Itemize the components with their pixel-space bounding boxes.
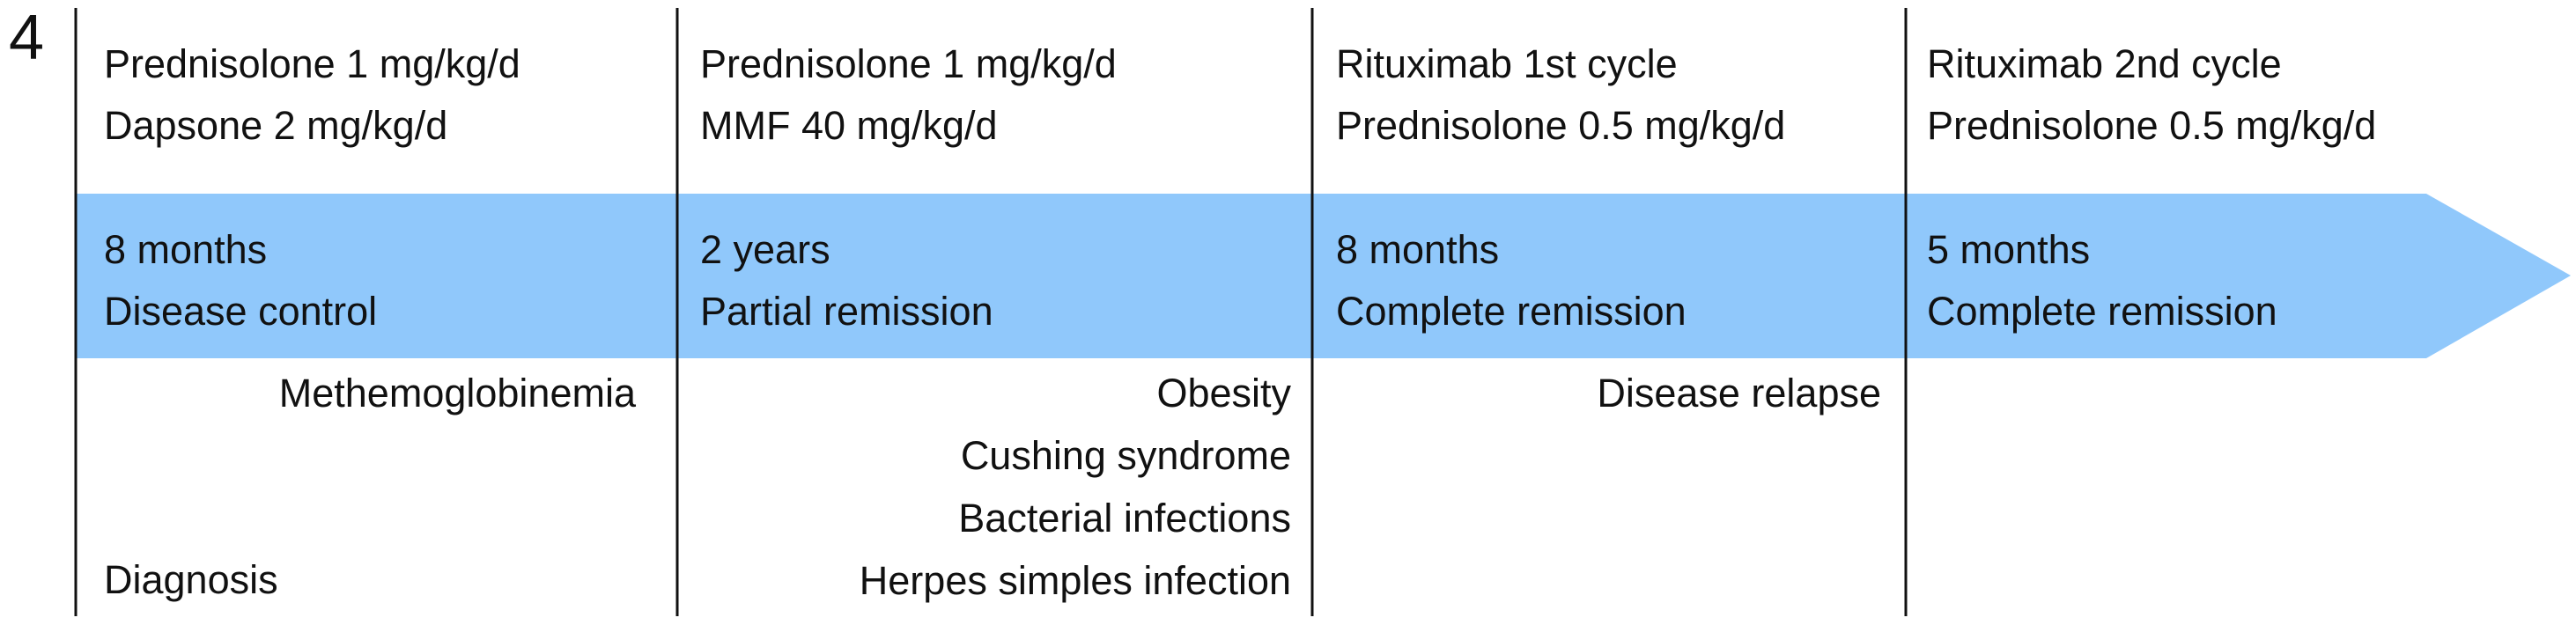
treatment: MMF 40 mg/kg/d bbox=[700, 103, 998, 148]
treatment: Rituximab 1st cycle bbox=[1336, 41, 1678, 86]
timeline-arrow bbox=[76, 194, 2571, 358]
treatment: Prednisolone 1 mg/kg/d bbox=[104, 41, 520, 86]
phase-dividers bbox=[74, 8, 1908, 616]
duration: 8 months bbox=[104, 227, 267, 272]
treatment: Prednisolone 1 mg/kg/d bbox=[700, 41, 1117, 86]
outcome: Complete remission bbox=[1336, 289, 1687, 334]
panel-label: 4 bbox=[9, 3, 44, 73]
event: Herpes simples infection bbox=[860, 558, 1291, 603]
treatment: Rituximab 2nd cycle bbox=[1927, 41, 2282, 86]
event: Methemoglobinemia bbox=[279, 371, 637, 415]
treatment: Prednisolone 0.5 mg/kg/d bbox=[1927, 103, 2376, 148]
event: Disease relapse bbox=[1597, 371, 1881, 415]
event: Cushing syndrome bbox=[961, 433, 1291, 478]
duration: 8 months bbox=[1336, 227, 1499, 272]
duration: 5 months bbox=[1927, 227, 2090, 272]
event: Obesity bbox=[1156, 371, 1291, 415]
outcome: Partial remission bbox=[700, 289, 993, 334]
outcome: Complete remission bbox=[1927, 289, 2277, 334]
outcome: Disease control bbox=[104, 289, 377, 334]
treatment: Prednisolone 0.5 mg/kg/d bbox=[1336, 103, 1785, 148]
event: Bacterial infections bbox=[958, 496, 1291, 540]
treatment: Dapsone 2 mg/kg/d bbox=[104, 103, 447, 148]
duration: 2 years bbox=[700, 227, 830, 272]
start-event: Diagnosis bbox=[104, 557, 278, 602]
